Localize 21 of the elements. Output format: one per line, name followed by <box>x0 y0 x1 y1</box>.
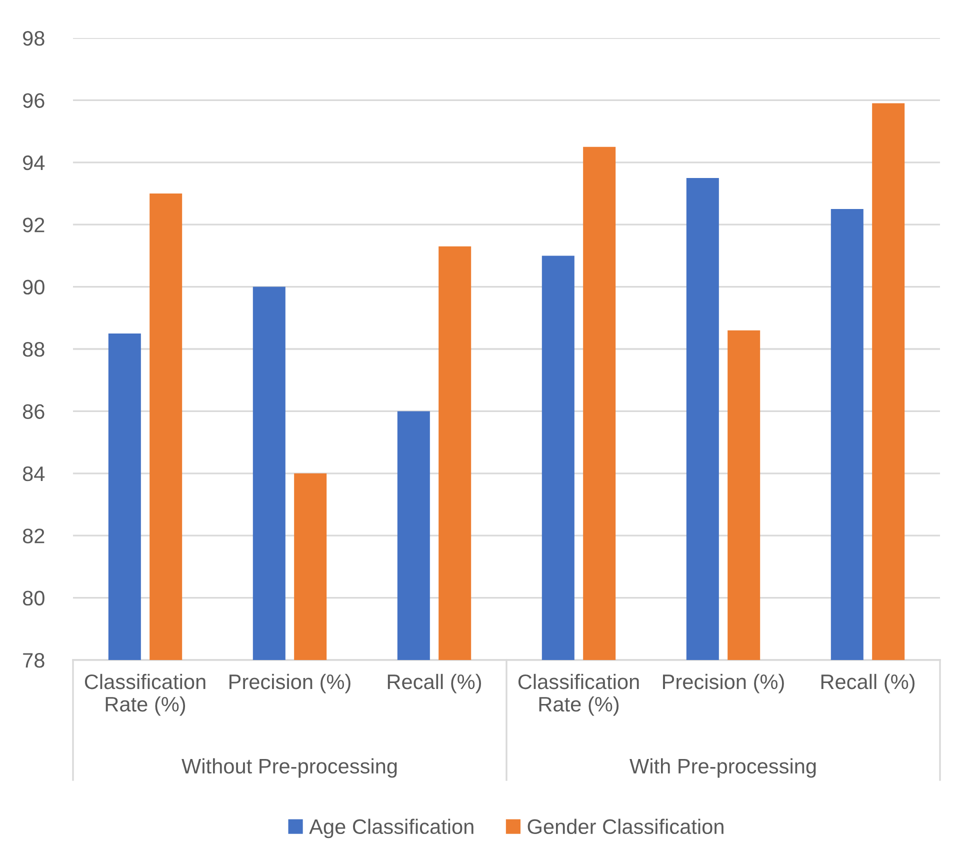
y-tick-label: 96 <box>23 93 44 108</box>
y-tick-label: 90 <box>23 280 44 295</box>
y-tick-label: 92 <box>23 218 44 232</box>
x-tick-label: Precision (%) <box>230 674 350 694</box>
y-tick-label: 94 <box>23 155 45 170</box>
x-tick-label: Precision (%) <box>663 674 784 694</box>
x-tick-label: Classification Rate (%) <box>518 674 639 716</box>
y-tick-label: 82 <box>22 528 44 544</box>
y-tick-label: 98 <box>23 31 44 46</box>
x-tick-label: Recall (%) <box>388 674 481 694</box>
text: Without Pre-processing <box>182 758 397 778</box>
y-tick-label: 78 <box>23 653 44 668</box>
x-tick-label: Classification Rate (%) <box>84 674 206 716</box>
y-tick-label: 88 <box>22 342 44 357</box>
y-tick-label: 84 <box>22 466 45 482</box>
legend-label: Age Classification <box>309 818 474 838</box>
text: With Pre-processing <box>630 758 816 778</box>
x-tick-label: Recall (%) <box>821 674 914 694</box>
y-tick-label: 80 <box>22 590 44 606</box>
legend-label: Gender Classification <box>528 818 724 834</box>
y-tick-label: 86 <box>22 404 44 419</box>
